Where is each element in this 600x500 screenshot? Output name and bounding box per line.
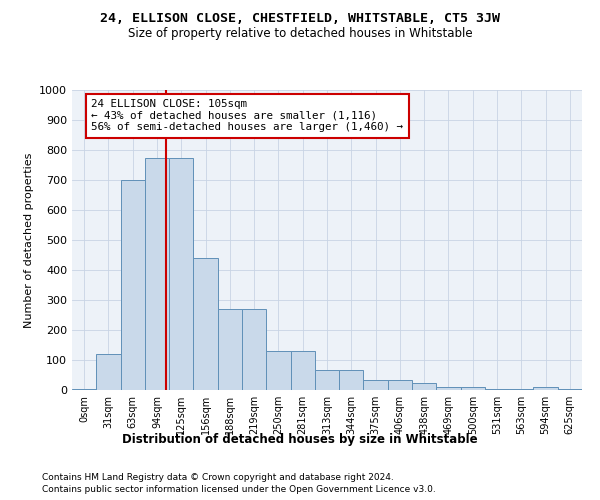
- Text: 24 ELLISON CLOSE: 105sqm
← 43% of detached houses are smaller (1,116)
56% of sem: 24 ELLISON CLOSE: 105sqm ← 43% of detach…: [91, 99, 403, 132]
- Bar: [412, 384, 436, 390]
- Bar: [485, 388, 509, 390]
- Bar: [266, 351, 290, 390]
- Bar: [339, 370, 364, 390]
- Text: Distribution of detached houses by size in Whitstable: Distribution of detached houses by size …: [122, 432, 478, 446]
- Bar: [242, 309, 266, 390]
- Bar: [193, 258, 218, 390]
- Bar: [169, 158, 193, 390]
- Bar: [290, 351, 315, 390]
- Text: Contains HM Land Registry data © Crown copyright and database right 2024.: Contains HM Land Registry data © Crown c…: [42, 472, 394, 482]
- Bar: [218, 309, 242, 390]
- Bar: [145, 158, 169, 390]
- Bar: [461, 387, 485, 390]
- Text: 24, ELLISON CLOSE, CHESTFIELD, WHITSTABLE, CT5 3JW: 24, ELLISON CLOSE, CHESTFIELD, WHITSTABL…: [100, 12, 500, 26]
- Bar: [315, 370, 339, 390]
- Text: Contains public sector information licensed under the Open Government Licence v3: Contains public sector information licen…: [42, 485, 436, 494]
- Y-axis label: Number of detached properties: Number of detached properties: [23, 152, 34, 328]
- Bar: [533, 387, 558, 390]
- Bar: [436, 387, 461, 390]
- Bar: [121, 180, 145, 390]
- Bar: [96, 354, 121, 390]
- Text: Size of property relative to detached houses in Whitstable: Size of property relative to detached ho…: [128, 28, 472, 40]
- Bar: [72, 388, 96, 390]
- Bar: [388, 380, 412, 390]
- Bar: [509, 388, 533, 390]
- Bar: [364, 380, 388, 390]
